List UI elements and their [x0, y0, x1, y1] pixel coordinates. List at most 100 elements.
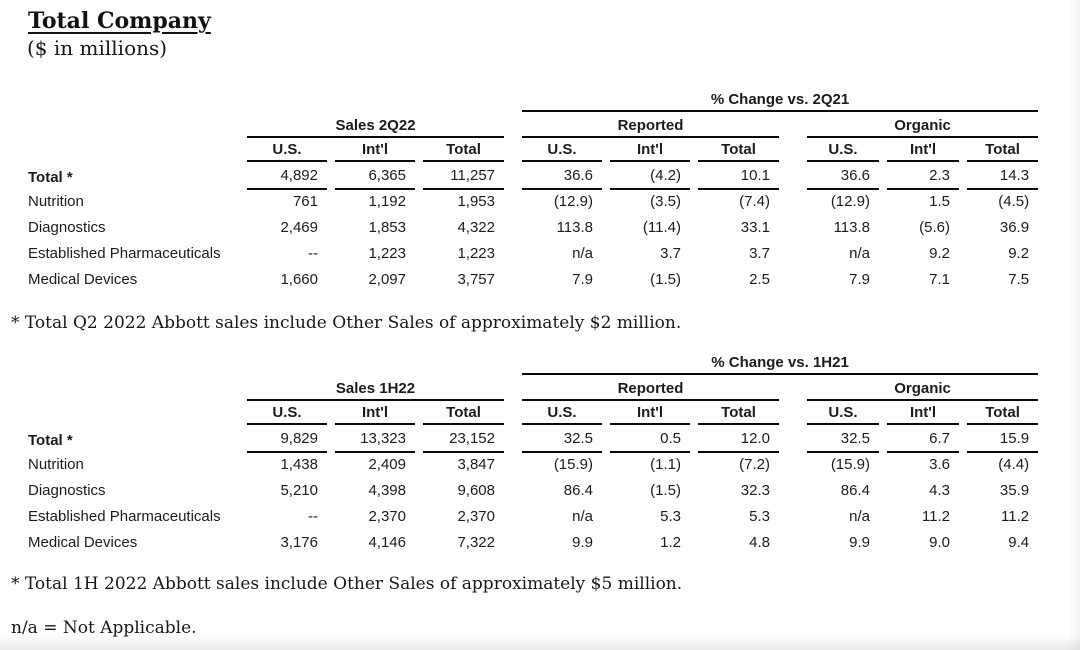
- row-label: Nutrition: [28, 456, 84, 473]
- value-cell: 9.2: [929, 245, 950, 262]
- value-cell: 5,210: [280, 482, 318, 499]
- sales-table-2q22: % Change vs. 2Q21 Sales 2Q22 Reported Organ…: [28, 86, 1042, 294]
- column-header: U.S.: [247, 404, 327, 425]
- row-label: Diagnostics: [28, 219, 106, 236]
- value-cell: 1,660: [280, 271, 318, 288]
- value-cell: 2,097: [368, 271, 406, 288]
- row-label: Medical Devices: [28, 534, 138, 551]
- value-cell: --: [308, 508, 318, 525]
- organic-group-header: Organic: [807, 117, 1039, 138]
- value-cell: 5.3: [749, 508, 770, 525]
- page-title: Total Company: [28, 8, 211, 34]
- value-cell: 9.0: [929, 534, 950, 551]
- table-row: Diagnostics 2,469 1,853 4,322 113.8 (11.4) 33.…: [28, 216, 1042, 242]
- value-cell: (3.5): [650, 193, 681, 210]
- value-cell: (12.9): [553, 193, 593, 210]
- value-cell: (12.9): [830, 193, 870, 210]
- value-cell: 2,370: [368, 508, 406, 525]
- value-cell: n/a: [572, 508, 593, 525]
- column-header: U.S.: [247, 141, 327, 162]
- value-cell: 6.7: [887, 430, 959, 453]
- value-cell: 9.9: [572, 534, 593, 551]
- value-cell: (5.6): [919, 219, 950, 236]
- table-row: Total * 4,892 6,365 11,257 36.6 (4.2) 10.1 36.6…: [28, 162, 1042, 190]
- change-vs-header: % Change vs. 2Q21: [522, 91, 1039, 112]
- value-cell: 9,829: [247, 430, 327, 453]
- value-cell: n/a: [572, 245, 593, 262]
- value-cell: 1,438: [280, 456, 318, 473]
- value-cell: 761: [292, 193, 318, 210]
- table-row: Medical Devices 3,176 4,146 7,322 9.9 1.2 4.8 9…: [28, 531, 1042, 557]
- sales-table-1h22: % Change vs. 1H21 Sales 1H22 Reported Organ…: [28, 349, 1042, 557]
- value-cell: 36.6: [522, 167, 602, 190]
- value-cell: 14.3: [967, 167, 1039, 190]
- value-cell: 4,146: [368, 534, 406, 551]
- change-header-row: % Change vs. 2Q21: [28, 86, 1042, 112]
- value-cell: (7.2): [739, 456, 770, 473]
- column-header: U.S.: [522, 404, 602, 425]
- value-cell: 36.9: [999, 219, 1030, 236]
- row-label: Total *: [28, 169, 73, 186]
- value-cell: (4.4): [998, 456, 1030, 473]
- value-cell: 2,469: [280, 219, 318, 236]
- column-header: Total: [967, 141, 1039, 162]
- row-label: Diagnostics: [28, 482, 106, 499]
- organic-group-header: Organic: [807, 380, 1039, 401]
- value-cell: 7.9: [572, 271, 593, 288]
- column-header: Total: [423, 141, 504, 162]
- footnote-na: n/a = Not Applicable.: [11, 618, 197, 638]
- column-header: Total: [967, 404, 1039, 425]
- value-cell: (15.9): [830, 456, 870, 473]
- table-row: Nutrition 761 1,192 1,953 (12.9) (3.5) (7.4) (1…: [28, 190, 1042, 216]
- value-cell: 13,323: [335, 430, 415, 453]
- value-cell: 32.3: [740, 482, 770, 499]
- value-cell: 35.9: [999, 482, 1030, 499]
- column-header: Int'l: [887, 404, 959, 425]
- value-cell: 0.5: [610, 430, 690, 453]
- value-cell: 1,953: [457, 193, 495, 210]
- value-cell: (1.1): [650, 456, 681, 473]
- column-header: Int'l: [335, 141, 415, 162]
- column-header: Total: [698, 141, 779, 162]
- column-header: U.S.: [807, 404, 879, 425]
- sales-table-2q22-section: % Change vs. 2Q21 Sales 2Q22 Reported Organ…: [28, 86, 1042, 294]
- row-label: Nutrition: [28, 193, 84, 210]
- value-cell: 7.9: [849, 271, 870, 288]
- value-cell: 1,192: [368, 193, 406, 210]
- value-cell: 1,853: [368, 219, 406, 236]
- value-cell: 36.6: [807, 167, 879, 190]
- column-header: U.S.: [807, 141, 879, 162]
- value-cell: (11.4): [642, 219, 681, 236]
- value-cell: 86.4: [563, 482, 593, 499]
- value-cell: 9.2: [1008, 245, 1030, 262]
- value-cell: 1,223: [368, 245, 406, 262]
- table-row: Diagnostics 5,210 4,398 9,608 86.4 (1.5) 32.3 8…: [28, 479, 1042, 505]
- value-cell: 9.4: [1008, 534, 1030, 551]
- column-header-row: U.S. Int'l Total U.S. Int'l Total U.S. Int'l Tot…: [28, 138, 1042, 162]
- value-cell: 2.3: [887, 167, 959, 190]
- group-header-row: Sales 1H22 Reported Organic: [28, 375, 1042, 401]
- column-header: Int'l: [335, 404, 415, 425]
- value-cell: 2,370: [457, 508, 495, 525]
- value-cell: 2.5: [749, 271, 770, 288]
- value-cell: 11,257: [423, 167, 504, 190]
- value-cell: 7.1: [929, 271, 950, 288]
- table-row: Nutrition 1,438 2,409 3,847 (15.9) (1.1) (7.2)…: [28, 453, 1042, 479]
- value-cell: 32.5: [807, 430, 879, 453]
- value-cell: 2,409: [368, 456, 406, 473]
- table-row: Total * 9,829 13,323 23,152 32.5 0.5 12.0 32.5 6…: [28, 425, 1042, 453]
- page-edge-shadow-bottom: [0, 634, 1080, 650]
- value-cell: 3,176: [280, 534, 318, 551]
- value-cell: 7.5: [1008, 271, 1030, 288]
- value-cell: n/a: [849, 245, 870, 262]
- value-cell: 4,398: [368, 482, 406, 499]
- value-cell: 113.8: [556, 219, 593, 236]
- column-header: Int'l: [610, 404, 690, 425]
- value-cell: 11.2: [1001, 508, 1030, 525]
- change-vs-header: % Change vs. 1H21: [522, 354, 1039, 375]
- value-cell: (1.5): [650, 271, 681, 288]
- sales-group-header: Sales 2Q22: [247, 117, 504, 138]
- row-label: Medical Devices: [28, 271, 138, 288]
- value-cell: 33.1: [740, 219, 770, 236]
- value-cell: 11.2: [921, 508, 950, 525]
